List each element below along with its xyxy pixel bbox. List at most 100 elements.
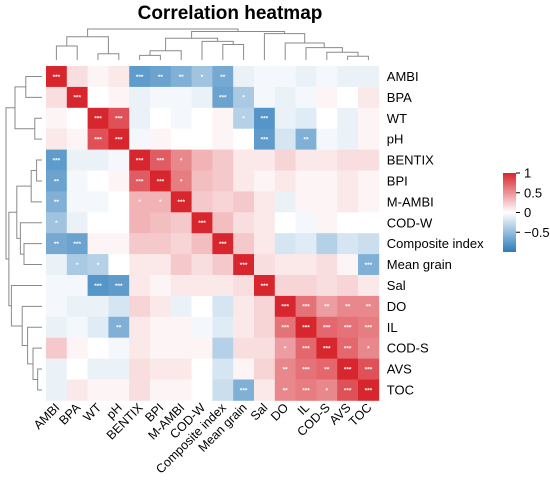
column-dendrogram	[55, 28, 369, 60]
heatmap-cell	[274, 191, 296, 213]
significance-stars: ***	[115, 136, 123, 143]
significance-stars: **	[54, 241, 60, 248]
heatmap-cell	[316, 212, 338, 234]
heatmap-cell	[150, 233, 172, 255]
heatmap-cell	[129, 358, 151, 380]
significance-stars: ***	[302, 304, 310, 311]
heatmap-cell	[212, 128, 234, 150]
dendrogram-branch	[25, 75, 42, 98]
heatmap-cell	[87, 379, 109, 401]
heatmap-cell	[212, 191, 234, 213]
heatmap-cell	[337, 107, 359, 130]
heatmap-cell	[108, 275, 130, 297]
heatmap-cell	[337, 149, 359, 171]
significance-stars: ***	[344, 366, 352, 373]
heatmap-cell	[274, 358, 296, 380]
color-legend: 1 0.5 0 −0.5	[503, 166, 550, 252]
significance-stars: **	[220, 74, 226, 81]
significance-stars: ***	[302, 366, 310, 373]
heatmap-cell	[108, 66, 130, 88]
dendrogram-branch	[139, 54, 161, 60]
heatmap-cell	[337, 170, 359, 192]
heatmap-cell	[337, 295, 359, 318]
heatmap-cell	[295, 149, 317, 171]
heatmap-cell	[233, 254, 255, 276]
heatmap-cell	[87, 170, 109, 192]
heatmap-cell	[358, 128, 380, 150]
significance-stars: ***	[94, 283, 102, 290]
heatmap-cell	[337, 191, 359, 213]
heatmap-cell	[337, 66, 359, 88]
heatmap-cell	[233, 128, 255, 150]
heatmap-cell	[170, 128, 192, 150]
heatmap-cell	[316, 170, 338, 192]
heatmap-cell	[129, 337, 151, 359]
heatmap-cell	[337, 379, 359, 401]
significance-stars: ***	[219, 95, 227, 102]
legend-tick-label: −0.5	[524, 225, 550, 240]
row-label: Composite index	[387, 236, 484, 251]
heatmap-cell	[295, 337, 317, 359]
heatmap-cell	[66, 316, 88, 339]
dendrogram-branch	[23, 243, 42, 266]
heatmap-cell	[191, 254, 213, 276]
heatmap-cell	[46, 316, 68, 339]
significance-stars: ***	[344, 345, 352, 352]
heatmap-cell	[66, 86, 88, 109]
heatmap-cell	[316, 316, 338, 339]
heatmap-cell	[212, 358, 234, 380]
heatmap-cell	[150, 149, 172, 171]
significance-stars: **	[179, 74, 185, 81]
heatmap-cell	[66, 128, 88, 150]
heatmap-cell	[66, 170, 88, 192]
significance-stars: ***	[94, 136, 102, 143]
heatmap-cell	[108, 316, 130, 339]
heatmap-cell	[316, 191, 338, 213]
heatmap-cell	[108, 107, 130, 130]
heatmap-cell	[108, 295, 130, 318]
heatmap-cell	[191, 170, 213, 192]
dendrogram-branch	[37, 368, 42, 391]
heatmap-cell	[150, 337, 172, 359]
significance-stars: **	[366, 304, 372, 311]
significance-stars: **	[54, 178, 60, 185]
significance-stars: ***	[261, 136, 269, 143]
row-label: Mean grain	[387, 257, 452, 272]
significance-stars: **	[158, 74, 164, 81]
significance-stars: ***	[53, 74, 61, 81]
heatmap-cell	[170, 66, 192, 88]
heatmap-cell	[191, 86, 213, 109]
heatmap-cell	[170, 233, 192, 255]
heatmap-cell	[108, 191, 130, 213]
heatmap-cell	[191, 128, 213, 150]
heatmap-cell	[233, 316, 255, 339]
heatmap-cell	[274, 86, 296, 109]
heatmap-cell	[129, 86, 151, 109]
legend-colorbar	[503, 173, 516, 252]
heatmap-cell	[212, 337, 234, 359]
heatmap-cell	[46, 107, 68, 130]
heatmap-cell	[46, 149, 68, 171]
heatmap-cell	[150, 212, 172, 234]
heatmap-cell	[87, 295, 109, 318]
significance-stars: *	[180, 157, 183, 164]
heatmap-cell	[274, 233, 296, 255]
heatmap-cell	[87, 66, 109, 88]
heatmap-cell	[87, 191, 109, 213]
heatmap-cell	[212, 149, 234, 171]
heatmap-cell	[274, 128, 296, 150]
heatmap-cell	[46, 295, 68, 318]
significance-stars: ***	[115, 116, 123, 123]
heatmap-cell	[254, 86, 276, 109]
significance-stars: ***	[365, 366, 373, 373]
significance-stars: ***	[281, 325, 289, 332]
heatmap-cell	[358, 379, 380, 401]
significance-stars: ***	[157, 178, 165, 185]
dendrogram-branch	[14, 86, 35, 130]
heatmap-cell	[337, 212, 359, 234]
heatmap-cell	[87, 86, 109, 109]
heatmap-cell	[170, 107, 192, 130]
heatmap-cell	[129, 254, 151, 276]
heatmap-cell	[170, 275, 192, 297]
